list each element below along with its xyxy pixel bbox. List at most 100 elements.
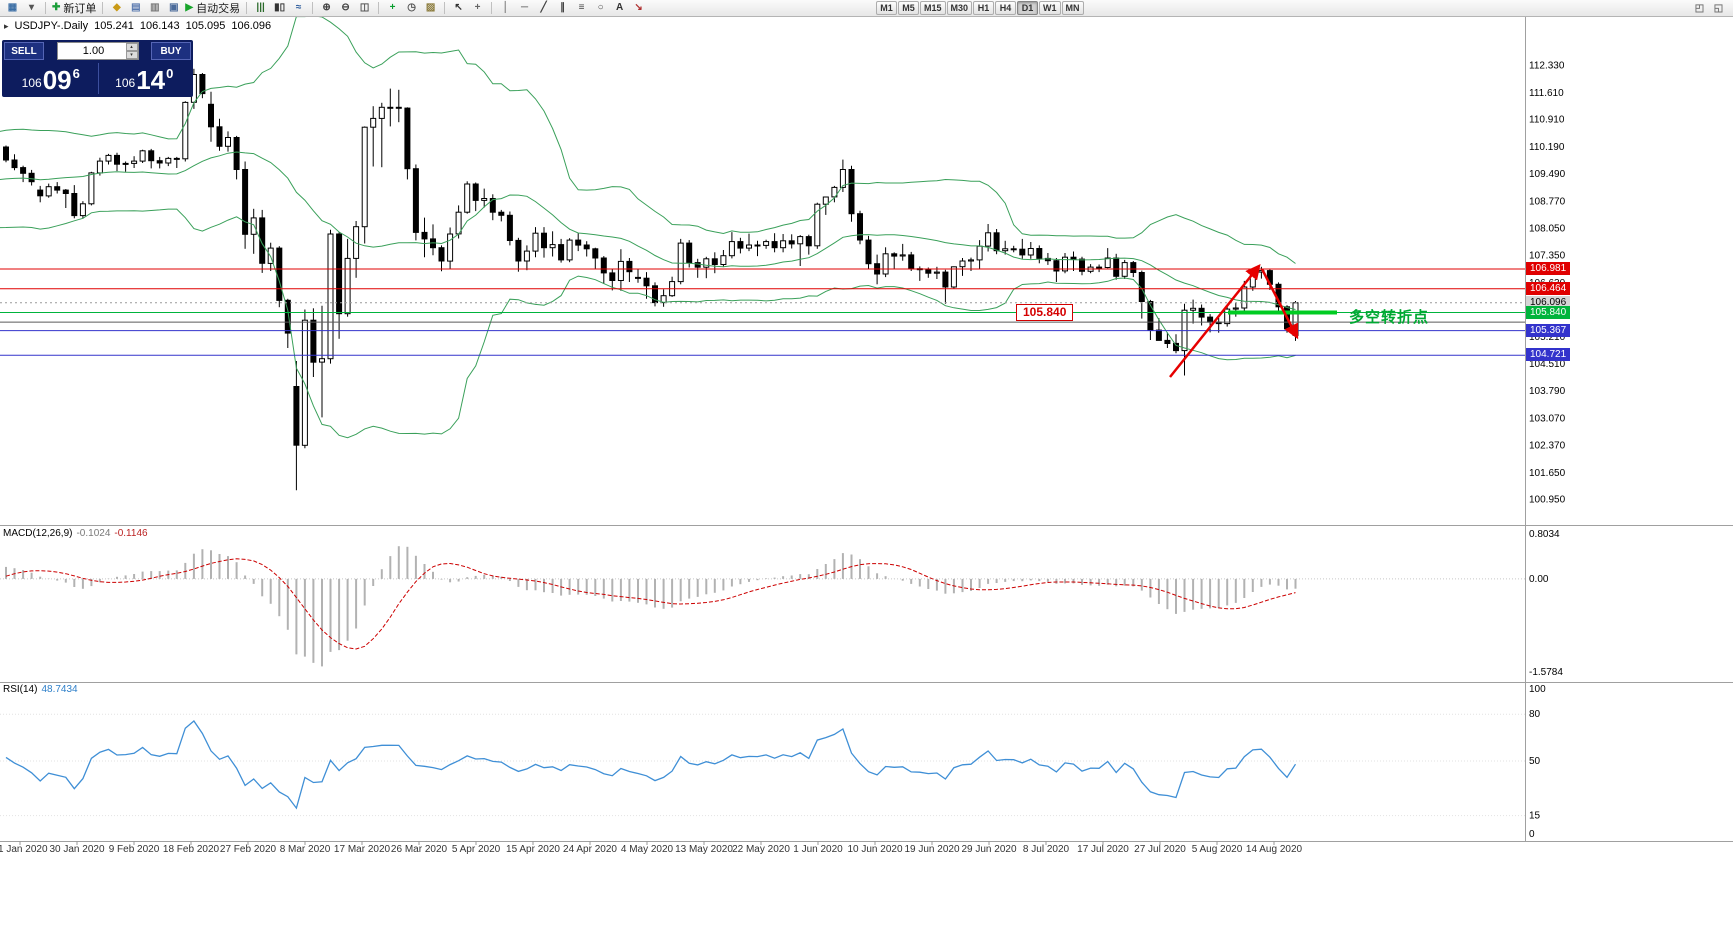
zoom-in-icon[interactable]: ⊕ <box>318 1 335 16</box>
sell-price[interactable]: 106 09 6 <box>4 60 98 97</box>
svg-text:8 Mar 2020: 8 Mar 2020 <box>280 844 331 855</box>
svg-text:111.610: 111.610 <box>1529 88 1564 99</box>
high-value: 106.143 <box>139 20 180 32</box>
lot-size-value: 1.00 <box>82 45 105 57</box>
timeframe-m5[interactable]: M5 <box>898 1 919 15</box>
navigator-icon[interactable]: ▥ <box>146 1 163 16</box>
line-chart-icon[interactable]: ≈ <box>290 1 307 16</box>
terminal-icon: ▣ <box>169 2 179 13</box>
svg-text:27 Feb 2020: 27 Feb 2020 <box>220 844 277 855</box>
svg-text:5 Apr 2020: 5 Apr 2020 <box>452 844 501 855</box>
new-order-button[interactable]: ✚ 新订单 <box>51 1 97 16</box>
auto-trading-button-label: 自动交易 <box>196 3 241 15</box>
candles-icon[interactable]: ▮▯ <box>271 1 288 16</box>
market-watch-icon[interactable]: ◆ <box>108 1 125 16</box>
sell-price-sup: 6 <box>72 66 80 81</box>
bars-icon[interactable]: ||| <box>252 1 269 16</box>
svg-text:30 Jan 2020: 30 Jan 2020 <box>49 844 104 855</box>
shapes-icon[interactable]: ○ <box>592 1 609 16</box>
svg-text:9 Feb 2020: 9 Feb 2020 <box>109 844 160 855</box>
one-click-collapse-icon[interactable]: ▸ <box>4 20 9 31</box>
terminal-icon[interactable]: ▣ <box>165 1 182 16</box>
new-chart-icon[interactable]: ▦ <box>4 1 21 16</box>
channel-icon[interactable]: ∥ <box>554 1 571 16</box>
fibonacci-icon[interactable]: ≡ <box>573 1 590 16</box>
text-icon[interactable]: A <box>611 1 628 16</box>
svg-text:108.050: 108.050 <box>1529 224 1566 235</box>
svg-text:18 Feb 2020: 18 Feb 2020 <box>163 844 220 855</box>
panel-toggle-icon[interactable]: ◱ <box>1710 1 1727 16</box>
svg-text:110.910: 110.910 <box>1529 115 1565 126</box>
toolbar-right-items: ◰ ◱ <box>1690 1 1728 16</box>
lot-spinner: ▴ ▾ <box>125 43 138 59</box>
svg-text:24 Apr 2020: 24 Apr 2020 <box>563 844 617 855</box>
timeframe-mn[interactable]: MN <box>1061 1 1084 15</box>
rsi-name: RSI(14) <box>3 684 38 695</box>
timeframe-m1[interactable]: M1 <box>876 1 897 15</box>
sell-button[interactable]: SELL <box>4 42 44 60</box>
data-window-icon[interactable]: ▤ <box>127 1 144 16</box>
horizontal-line-icon[interactable]: ─ <box>516 1 533 16</box>
cursor-icon: ↖ <box>454 2 463 13</box>
auto-trading-button[interactable]: ▶ 自动交易 <box>184 1 241 16</box>
timeframe-d1[interactable]: D1 <box>1017 1 1039 15</box>
timeframe-w1[interactable]: W1 <box>1039 1 1061 15</box>
toolbar-separator <box>378 2 380 14</box>
svg-text:8 Jul 2020: 8 Jul 2020 <box>1023 844 1070 855</box>
svg-text:0.8034: 0.8034 <box>1529 529 1560 540</box>
buy-button[interactable]: BUY <box>151 42 191 60</box>
price-annotation-box[interactable]: 105.840 <box>1016 304 1074 321</box>
svg-text:14 Aug 2020: 14 Aug 2020 <box>1246 844 1303 855</box>
candlesticks <box>3 68 1299 491</box>
window-layout-icon[interactable]: ◰ <box>1691 1 1708 16</box>
indicators-icon[interactable]: + <box>384 1 401 16</box>
trendline-icon[interactable]: ╱ <box>535 1 552 16</box>
toolbar-items: ▦ ▾ ✚ 新订单 ◆ ▤ ▥ ▣ ▶ 自动交易 ||| ▮▯ ≈ ⊕ ⊖ ◫ + ◷ ▨ ↖ + │ ─ ╱ ∥ ≡ ○ A ↘ <box>3 0 648 16</box>
price-axis: 112.330 111.610 110.910 110.190 109.490 108.7… <box>1529 61 1566 506</box>
timeframe-h1[interactable]: H1 <box>973 1 995 15</box>
arrow-tools-icon: ↘ <box>634 2 643 13</box>
buy-price-prefix: 106 <box>115 76 136 90</box>
arrow-tools-icon[interactable]: ↘ <box>630 1 647 16</box>
svg-text:107.350: 107.350 <box>1529 250 1566 261</box>
svg-text:50: 50 <box>1529 756 1541 767</box>
lot-down-icon[interactable]: ▾ <box>125 51 138 59</box>
tile-windows-icon[interactable]: ◫ <box>356 1 373 16</box>
zoom-out-icon[interactable]: ⊖ <box>337 1 354 16</box>
zoom-in-icon: ⊕ <box>322 2 331 13</box>
vertical-line-icon[interactable]: │ <box>497 1 514 16</box>
svg-text:100.950: 100.950 <box>1529 495 1566 506</box>
svg-text:103.790: 103.790 <box>1529 386 1566 397</box>
crosshair-icon[interactable]: + <box>469 1 486 16</box>
macd-signal-line <box>5 558 1296 650</box>
buy-price-big: 14 <box>136 65 166 95</box>
macd-histogram <box>5 546 1297 667</box>
buy-price[interactable]: 106 14 0 <box>98 60 192 97</box>
timeframe-h4[interactable]: H4 <box>995 1 1017 15</box>
rsi-value: 48.7434 <box>41 684 78 695</box>
fibonacci-icon: ≡ <box>578 2 585 13</box>
svg-text:102.370: 102.370 <box>1529 440 1566 451</box>
chart-profiles-icon[interactable]: ▾ <box>23 1 40 16</box>
lot-up-icon[interactable]: ▴ <box>125 43 138 51</box>
macd-name: MACD(12,26,9) <box>3 528 73 539</box>
navigator-icon: ▥ <box>150 2 160 13</box>
toolbar-separator <box>102 2 104 14</box>
templates-icon[interactable]: ▨ <box>422 1 439 16</box>
periods-icon[interactable]: ◷ <box>403 1 420 16</box>
low-value: 105.095 <box>185 20 226 32</box>
lot-size-input[interactable]: 1.00 ▴ ▾ <box>56 42 139 60</box>
timeframe-m30[interactable]: M30 <box>946 1 973 15</box>
timeframe-m15[interactable]: M15 <box>920 1 946 15</box>
price-divider <box>97 63 99 94</box>
toolbar-separator <box>491 2 493 14</box>
macd-main-value: -0.1024 <box>76 528 111 539</box>
cursor-icon[interactable]: ↖ <box>450 1 467 16</box>
toolbar-separator <box>45 2 46 14</box>
toolbar: ▦ ▾ ✚ 新订单 ◆ ▤ ▥ ▣ ▶ 自动交易 ||| ▮▯ ≈ ⊕ ⊖ ◫ + ◷ ▨ ↖ + │ ─ ╱ ∥ ≡ ○ A ↘ M1… <box>0 0 1733 17</box>
sell-price-big: 09 <box>42 65 72 95</box>
svg-text:103.070: 103.070 <box>1529 414 1566 425</box>
trend-arrows[interactable] <box>1169 264 1299 378</box>
svg-text:105.210: 105.210 <box>1529 332 1566 343</box>
